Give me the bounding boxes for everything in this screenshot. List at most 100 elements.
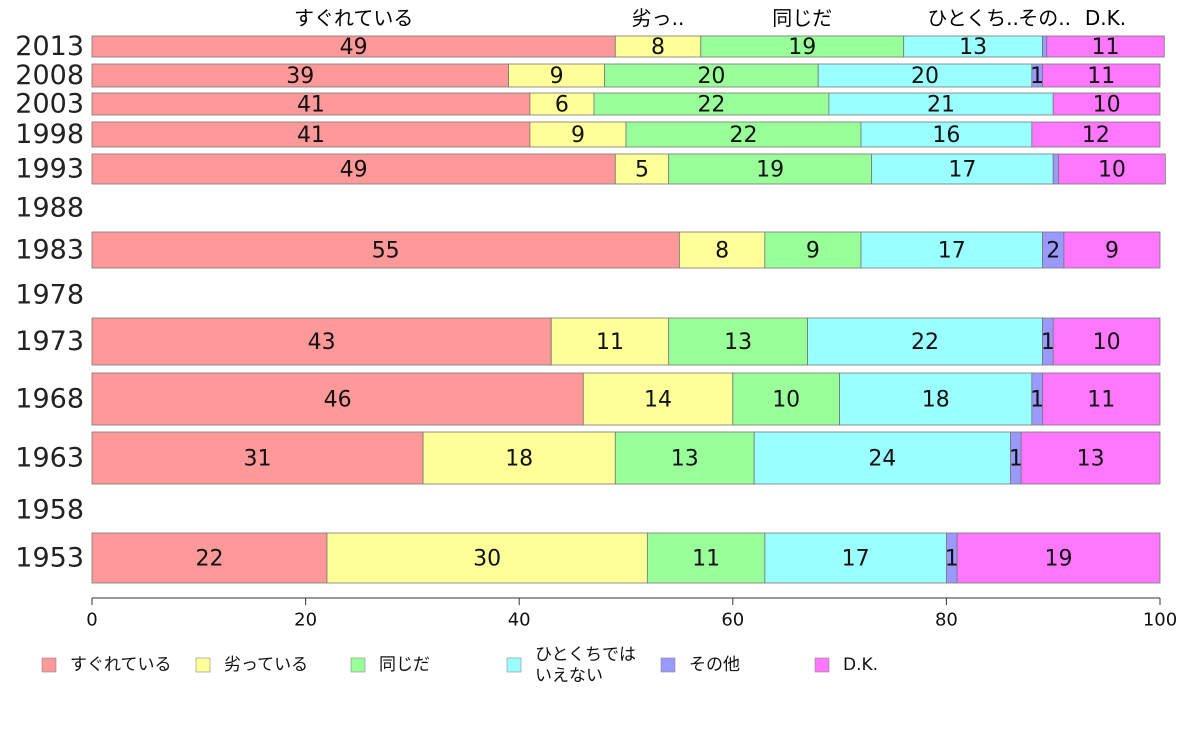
bar-segment-1993-2 <box>668 153 873 185</box>
data-label-1963-1: 18 <box>505 447 533 472</box>
bar-segment-1993-1 <box>614 153 670 185</box>
data-label-1968-4: 1 <box>1030 388 1044 413</box>
bar-segment-1968-0 <box>91 372 584 426</box>
year-label-1973: 1973 <box>15 326 84 357</box>
data-label-1998-0: 41 <box>297 123 325 148</box>
data-label-2003-3: 21 <box>927 93 955 118</box>
top-category-labels: すぐれている 劣っ.. 同じだ ひとくち.. その.. D.K. <box>294 6 1126 30</box>
data-label-1968-0: 46 <box>324 388 352 413</box>
data-label-1973-2: 13 <box>724 330 752 355</box>
top-label-3: ひとくち.. <box>927 6 1019 30</box>
bar-segment-1993-4 <box>1052 153 1059 185</box>
data-label-2013-0: 49 <box>340 35 368 60</box>
bar-segment-1963-5 <box>1020 431 1161 485</box>
legend-label-5: D.K. <box>843 655 878 675</box>
data-label-2003-5: 10 <box>1093 93 1121 118</box>
data-label-2003-2: 22 <box>697 93 725 118</box>
bar-segment-1998-2 <box>625 121 862 148</box>
year-label-2003: 2003 <box>15 89 84 120</box>
data-label-1963-2: 13 <box>671 447 699 472</box>
data-label-1963-0: 31 <box>244 447 272 472</box>
bar-segment-1968-5 <box>1042 372 1161 426</box>
x-tick-label-100: 100 <box>1143 610 1177 631</box>
legend-label-3-line-0: ひとくちでは <box>535 645 636 665</box>
year-label-1998: 1998 <box>15 119 84 150</box>
data-label-1953-2: 11 <box>692 547 720 572</box>
data-label-1998-5: 12 <box>1082 123 1110 148</box>
x-tick-label-40: 40 <box>508 610 531 631</box>
year-label-1983: 1983 <box>15 235 84 266</box>
data-label-1953-0: 22 <box>195 547 223 572</box>
bar-segment-1963-2 <box>614 431 755 485</box>
bar-segment-2013-4 <box>1042 35 1048 58</box>
year-label-2008: 2008 <box>15 60 84 91</box>
data-label-1993-0: 49 <box>340 158 368 183</box>
year-label-1968: 1968 <box>15 384 84 415</box>
bar-segment-1998-3 <box>860 121 1033 148</box>
bar-segment-2003-5 <box>1052 92 1161 116</box>
data-label-1973-3: 22 <box>911 330 939 355</box>
top-label-0: すぐれている <box>294 6 413 30</box>
data-label-1953-4: 1 <box>945 547 959 572</box>
bar-segment-1983-5 <box>1063 231 1161 269</box>
year-label-1978: 1978 <box>15 280 84 311</box>
data-label-1983-4: 2 <box>1046 239 1060 264</box>
data-label-2008-0: 39 <box>286 64 314 89</box>
data-label-1998-3: 16 <box>932 123 960 148</box>
data-label-1983-3: 17 <box>938 239 966 264</box>
legend-swatch-0 <box>41 657 57 673</box>
data-label-1993-2: 19 <box>756 158 784 183</box>
bar-segment-1963-0 <box>91 431 424 485</box>
legend-label-0: すぐれている <box>70 655 172 675</box>
bar-segment-1968-2 <box>732 372 840 426</box>
data-label-1973-0: 43 <box>308 330 336 355</box>
year-label-1958: 1958 <box>15 495 84 526</box>
legend-swatch-4 <box>660 657 676 673</box>
top-label-4: その.. <box>1018 6 1071 30</box>
top-label-2: 同じだ <box>772 6 832 30</box>
data-label-2008-5: 11 <box>1087 64 1115 89</box>
bar-segment-1953-0 <box>91 532 328 584</box>
x-tick-label-0: 0 <box>86 610 97 631</box>
data-label-1953-3: 17 <box>842 547 870 572</box>
bar-segment-1953-1 <box>326 532 648 584</box>
legend-swatch-2 <box>350 657 366 673</box>
year-label-1993: 1993 <box>15 154 84 185</box>
legend-label-4: その他 <box>689 655 740 675</box>
x-axis: 0 20 40 60 80 100 <box>86 597 1177 631</box>
data-label-2008-3: 20 <box>911 64 939 89</box>
year-label-1963: 1963 <box>15 443 84 474</box>
data-label-1973-4: 1 <box>1041 330 1055 355</box>
data-label-1963-4: 1 <box>1009 447 1023 472</box>
data-label-2013-1: 8 <box>651 35 665 60</box>
bar-segment-1953-2 <box>646 532 766 584</box>
data-label-1973-1: 11 <box>596 330 624 355</box>
top-label-5: D.K. <box>1085 6 1126 30</box>
data-label-1968-2: 10 <box>772 388 800 413</box>
bar-segment-1968-1 <box>582 372 734 426</box>
data-label-2008-2: 20 <box>697 64 725 89</box>
bar-segment-1983-3 <box>860 231 1043 269</box>
data-label-1968-3: 18 <box>922 388 950 413</box>
data-label-1983-1: 8 <box>715 239 729 264</box>
bar-segment-1973-5 <box>1052 317 1161 366</box>
data-label-2003-0: 41 <box>297 93 325 118</box>
legend-label-1: 劣っている <box>224 655 308 675</box>
data-label-1983-0: 55 <box>372 239 400 264</box>
legend-label-2: 同じだ <box>379 655 430 675</box>
data-label-1993-3: 17 <box>948 158 976 183</box>
x-tick-label-60: 60 <box>721 610 744 631</box>
year-label-2013: 2013 <box>15 31 84 62</box>
legend-swatch-5 <box>814 657 830 673</box>
legend-swatch-1 <box>195 657 211 673</box>
data-label-1953-5: 19 <box>1045 547 1073 572</box>
bar-segment-1953-3 <box>764 532 947 584</box>
data-label-1968-1: 14 <box>644 388 672 413</box>
data-label-2013-3: 13 <box>959 35 987 60</box>
data-label-2008-1: 9 <box>550 64 564 89</box>
data-label-2013-2: 19 <box>788 35 816 60</box>
data-label-1953-1: 30 <box>473 547 501 572</box>
bar-segment-1993-3 <box>871 153 1054 185</box>
bar-segment-1993-5 <box>1058 153 1166 185</box>
